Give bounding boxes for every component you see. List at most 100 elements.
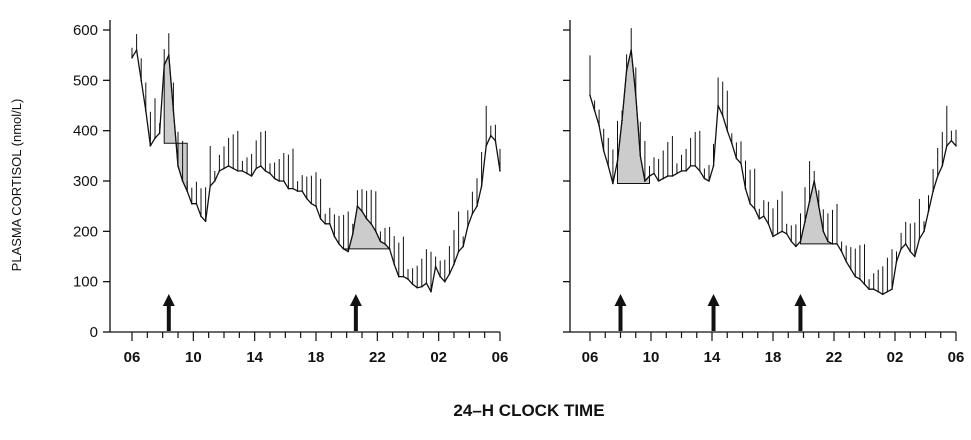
data-point-77 [485, 145, 487, 147]
data-point-70 [910, 251, 912, 253]
y-tick-label-3: 300 [73, 173, 98, 190]
data-point-49 [357, 205, 359, 207]
data-point-1 [594, 110, 596, 112]
data-point-7 [621, 120, 623, 122]
data-point-43 [329, 223, 331, 225]
data-point-36 [754, 208, 756, 210]
data-point-57 [393, 263, 395, 265]
data-point-56 [845, 261, 847, 263]
data-point-32 [736, 158, 738, 160]
x-axis-title: 24–H CLOCK TIME [453, 401, 604, 420]
data-point-6 [159, 132, 161, 134]
data-point-46 [343, 248, 345, 250]
x-tick-label-5: 02 [430, 349, 447, 366]
data-point-34 [745, 188, 747, 190]
x-tick-label-1: 10 [643, 349, 660, 366]
x-tick-label-6: 06 [492, 349, 509, 366]
data-point-59 [403, 276, 405, 278]
data-point-15 [658, 180, 660, 182]
data-point-74 [928, 210, 930, 212]
data-point-38 [306, 198, 308, 200]
data-point-32 [278, 180, 280, 182]
data-point-16 [662, 178, 664, 180]
y-tick-label-4: 400 [73, 123, 98, 140]
data-point-76 [481, 185, 483, 187]
data-point-20 [681, 170, 683, 172]
data-point-64 [426, 282, 428, 284]
data-point-18 [672, 175, 674, 177]
data-point-5 [154, 137, 156, 139]
data-point-16 [205, 221, 207, 223]
data-point-71 [458, 251, 460, 253]
data-point-35 [749, 203, 751, 205]
data-point-31 [274, 178, 276, 180]
data-point-46 [800, 241, 802, 243]
data-point-49 [813, 180, 815, 182]
data-point-1 [136, 49, 138, 51]
data-point-44 [334, 236, 336, 238]
data-point-48 [352, 233, 354, 235]
data-point-45 [338, 243, 340, 245]
data-point-8 [168, 54, 170, 56]
data-point-3 [603, 150, 605, 152]
data-point-62 [873, 288, 875, 290]
x-tick-label-0: 06 [124, 349, 141, 366]
data-point-37 [301, 190, 303, 192]
data-point-66 [435, 266, 437, 268]
data-point-27 [255, 168, 257, 170]
data-point-2 [598, 125, 600, 127]
data-point-20 [223, 168, 225, 170]
data-point-42 [781, 231, 783, 233]
data-point-58 [398, 276, 400, 278]
y-axis-title: PLASMA CORTISOL (nmol/L) [9, 99, 24, 272]
x-tick-label-2: 14 [704, 349, 721, 366]
x-tick-label-3: 18 [308, 349, 325, 366]
data-point-11 [640, 155, 642, 157]
data-point-72 [462, 246, 464, 248]
data-point-51 [823, 231, 825, 233]
data-point-53 [832, 243, 834, 245]
x-tick-label-6: 06 [948, 349, 965, 366]
chart-panel-right: 06 10 14 18 22 02 06 [563, 20, 964, 366]
data-point-42 [324, 223, 326, 225]
data-point-13 [191, 203, 193, 205]
data-point-22 [232, 168, 234, 170]
data-point-9 [630, 49, 632, 51]
data-point-59 [859, 278, 861, 280]
data-point-30 [269, 173, 271, 175]
data-point-3 [145, 110, 147, 112]
data-point-29 [265, 170, 267, 172]
data-point-63 [877, 291, 879, 293]
data-point-17 [667, 175, 669, 177]
data-point-73 [923, 231, 925, 233]
y-tick-label-0: 0 [90, 324, 98, 341]
data-point-65 [430, 291, 432, 293]
data-point-24 [242, 170, 244, 172]
data-point-40 [772, 236, 774, 238]
data-point-4 [150, 145, 152, 147]
data-point-68 [900, 248, 902, 250]
data-point-28 [260, 165, 262, 167]
data-point-45 [795, 246, 797, 248]
data-point-54 [380, 241, 382, 243]
data-point-13 [649, 175, 651, 177]
data-point-57 [850, 268, 852, 270]
data-point-50 [818, 205, 820, 207]
data-point-79 [495, 140, 497, 142]
data-point-39 [311, 203, 313, 205]
data-point-55 [841, 251, 843, 253]
arrow-head-0 [163, 294, 175, 306]
data-point-8 [626, 70, 628, 72]
data-point-18 [214, 180, 216, 182]
data-point-47 [347, 251, 349, 253]
data-point-69 [905, 243, 907, 245]
data-point-40 [315, 205, 317, 207]
data-point-61 [868, 288, 870, 290]
data-point-39 [768, 223, 770, 225]
data-point-30 [727, 130, 729, 132]
shaded-peak-0 [164, 55, 187, 191]
y-tick-label-6: 600 [73, 22, 98, 39]
data-point-50 [361, 210, 363, 212]
x-tick-label-1: 10 [185, 349, 202, 366]
